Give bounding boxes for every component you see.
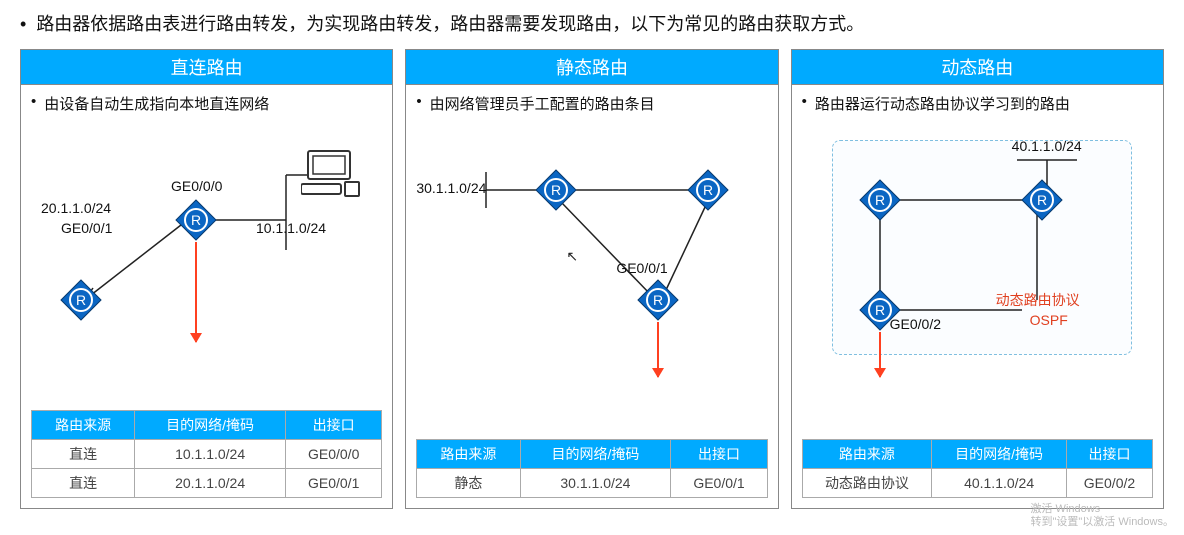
panel-body-direct: • 由设备自动生成指向本地直连网络 GE0/0/0 20.1.1.0/ [21,85,392,508]
svg-text:R: R [191,212,201,228]
panel-body-static: • 由网络管理员手工配置的路由条目 30.1.1.0/24 GE0/0/1 ↖ [406,85,777,508]
label-net-left: 20.1.1.0/24 [41,200,111,216]
router-icon: R [61,280,101,320]
th-outif: 出接口 [671,439,767,468]
router-icon: R [860,290,900,330]
diagram-static: 30.1.1.0/24 GE0/0/1 ↖ R R R [416,120,767,439]
router-icon: R [860,180,900,220]
diagram-direct: GE0/0/0 20.1.1.0/24 GE0/0/1 10.1.1.0/24 … [31,120,382,410]
th-source: 路由来源 [417,439,520,468]
svg-text:R: R [76,292,86,308]
caption-text: 由设备自动生成指向本地直连网络 [44,93,269,114]
router-icon: R [176,200,216,240]
label-net-left: 30.1.1.0/24 [416,180,486,196]
panel-direct-route: 直连路由 • 由设备自动生成指向本地直连网络 [20,49,393,509]
cursor-icon: ↖ [566,248,578,265]
route-table-static: 路由来源 目的网络/掩码 出接口 静态 30.1.1.0/24 GE0/0/1 [416,439,767,498]
th-source: 路由来源 [802,439,932,468]
panel-dynamic-route: 动态路由 • 路由器运行动态路由协议学习到的路由 [791,49,1164,509]
panels-row: 直连路由 • 由设备自动生成指向本地直连网络 [20,49,1164,509]
th-outif: 出接口 [286,410,382,439]
label-net-right: 10.1.1.0/24 [256,220,326,236]
table-row: 直连 20.1.1.0/24 GE0/0/1 [32,468,382,497]
th-dest: 目的网络/掩码 [932,439,1067,468]
svg-text:R: R [703,182,713,198]
label-iface-bottom: GE0/0/1 [616,260,667,276]
panel-body-dynamic: • 路由器运行动态路由协议学习到的路由 40.1.1.0/24 GE0/ [792,85,1163,508]
table-row: 直连 10.1.1.0/24 GE0/0/0 [32,439,382,468]
diagram-dynamic: 40.1.1.0/24 GE0/0/2 动态路由协议 OSPF R R R [802,120,1153,439]
svg-text:R: R [875,302,885,318]
caption-text: 路由器运行动态路由协议学习到的路由 [815,93,1070,114]
diagram-lines [802,120,1153,439]
panel-caption-direct: • 由设备自动生成指向本地直连网络 [31,93,382,114]
panel-header-dynamic: 动态路由 [792,50,1163,85]
table-row: 动态路由协议 40.1.1.0/24 GE0/0/2 [802,468,1152,497]
down-arrow-icon [195,242,197,342]
route-table-direct: 路由来源 目的网络/掩码 出接口 直连 10.1.1.0/24 GE0/0/0 … [31,410,382,498]
panel-header-direct: 直连路由 [21,50,392,85]
bullet-dot: • [20,10,26,39]
panel-caption-static: • 由网络管理员手工配置的路由条目 [416,93,767,114]
th-source: 路由来源 [32,410,135,439]
router-icon: R [688,170,728,210]
pc-icon [301,148,361,201]
th-outif: 出接口 [1066,439,1152,468]
table-row: 静态 30.1.1.0/24 GE0/0/1 [417,468,767,497]
th-dest: 目的网络/掩码 [520,439,671,468]
windows-watermark: 激活 Windows 转到"设置"以激活 Windows。 [1031,503,1175,529]
down-arrow-icon [657,322,659,377]
down-arrow-icon [879,332,881,377]
caption-bullet: • [802,93,807,114]
intro-line: • 路由器依据路由表进行路由转发，为实现路由转发，路由器需要发现路由，以下为常见… [20,10,1164,39]
th-dest: 目的网络/掩码 [135,410,286,439]
caption-bullet: • [31,93,36,114]
router-icon: R [638,280,678,320]
svg-text:R: R [1037,192,1047,208]
svg-text:R: R [551,182,561,198]
label-iface-top: GE0/0/0 [171,178,222,194]
label-iface-left: GE0/0/1 [61,220,112,236]
caption-text: 由网络管理员手工配置的路由条目 [430,93,655,114]
svg-text:R: R [875,192,885,208]
watermark-line2: 转到"设置"以激活 Windows。 [1031,516,1175,529]
panel-caption-dynamic: • 路由器运行动态路由协议学习到的路由 [802,93,1153,114]
router-icon: R [1022,180,1062,220]
diagram-lines [416,120,767,439]
panel-static-route: 静态路由 • 由网络管理员手工配置的路由条目 30.1.1.0/24 G [405,49,778,509]
panel-header-static: 静态路由 [406,50,777,85]
intro-text: 路由器依据路由表进行路由转发，为实现路由转发，路由器需要发现路由，以下为常见的路… [36,10,864,36]
watermark-line1: 激活 Windows [1031,503,1175,516]
route-table-dynamic: 路由来源 目的网络/掩码 出接口 动态路由协议 40.1.1.0/24 GE0/… [802,439,1153,498]
caption-bullet: • [416,93,421,114]
svg-text:R: R [653,292,663,308]
router-icon: R [536,170,576,210]
label-net-top: 40.1.1.0/24 [1012,138,1082,154]
